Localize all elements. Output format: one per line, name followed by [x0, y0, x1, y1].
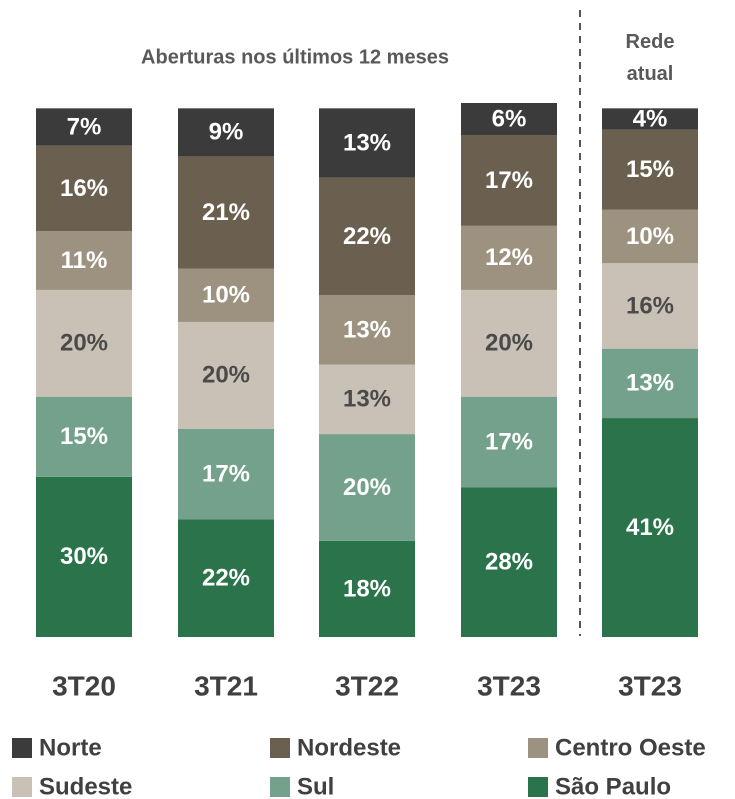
value-label: 28%: [485, 549, 533, 576]
value-label: 15%: [626, 156, 674, 183]
value-label: 10%: [626, 223, 674, 250]
value-label: 20%: [485, 330, 533, 357]
value-label: 13%: [343, 129, 391, 156]
value-label: 18%: [343, 575, 391, 602]
bar-segment: [461, 135, 557, 226]
x-tick-label: 3T22: [335, 670, 399, 701]
bar-segment: [602, 209, 698, 264]
bar-segment: [461, 103, 557, 136]
legend-swatch: [12, 738, 32, 758]
value-label: 20%: [60, 330, 108, 357]
legend-label: Sudeste: [39, 773, 132, 799]
value-label: 11%: [61, 247, 108, 274]
value-label: 4%: [633, 105, 668, 132]
group-title: Aberturas nos últimos 12 meses: [141, 46, 449, 68]
bar-segment: [319, 177, 415, 296]
bar-segment: [461, 225, 557, 290]
bar-segment: [319, 540, 415, 637]
bar-segment: [461, 289, 557, 397]
value-label: 17%: [485, 167, 533, 194]
value-label: 15%: [60, 423, 108, 450]
legend-label: Centro Oeste: [555, 734, 706, 761]
value-label: 16%: [60, 175, 108, 202]
bar-segment: [36, 396, 132, 477]
bar-segment: [602, 348, 698, 419]
bar-segment: [461, 396, 557, 488]
value-label: 7%: [67, 113, 102, 140]
value-label: 17%: [202, 460, 250, 487]
value-label: 20%: [343, 474, 391, 501]
value-label: 17%: [485, 428, 533, 455]
legend-label: Norte: [39, 734, 102, 761]
legend-swatch: [270, 777, 290, 797]
bar-segment: [36, 476, 132, 637]
legend-swatch: [528, 738, 548, 758]
bar-segment: [36, 108, 132, 146]
bar-segment: [178, 519, 274, 637]
bar-segment: [602, 263, 698, 349]
bar-segment: [319, 295, 415, 365]
bar-segment: [602, 108, 698, 130]
value-label: 22%: [202, 565, 250, 592]
bar-segment: [178, 268, 274, 322]
legend-label: Sul: [297, 773, 334, 799]
value-label: 13%: [626, 370, 674, 397]
legend-swatch: [528, 777, 548, 797]
bar-segment: [319, 364, 415, 435]
bar-segment: [461, 487, 557, 637]
value-label: 22%: [343, 223, 391, 250]
value-label: 9%: [209, 119, 244, 146]
legend-label: São Paulo: [555, 773, 671, 799]
x-tick-label: 3T23: [477, 670, 541, 701]
bar-segment: [36, 145, 132, 232]
value-label: 20%: [202, 362, 250, 389]
value-label: 12%: [485, 244, 533, 271]
value-label: 6%: [492, 105, 527, 132]
bar-segment: [178, 108, 274, 157]
x-tick-label: 3T21: [194, 670, 258, 701]
bar-segment: [602, 129, 698, 210]
bar-segment: [602, 418, 698, 637]
value-label: 13%: [343, 386, 391, 413]
bar-segment: [319, 108, 415, 178]
legend-swatch: [270, 738, 290, 758]
value-label: 21%: [202, 199, 250, 226]
x-tick-label: 3T20: [52, 670, 116, 701]
value-label: 30%: [60, 543, 108, 570]
legend-label: Nordeste: [297, 734, 401, 761]
value-label: 10%: [202, 282, 250, 309]
legend-swatch: [12, 777, 32, 797]
bar-segment: [178, 321, 274, 429]
value-label: 16%: [626, 292, 674, 319]
value-label: 13%: [343, 316, 391, 343]
bar-segment: [178, 428, 274, 520]
x-tick-label: 3T23: [618, 670, 682, 701]
bar-segment: [319, 434, 415, 541]
value-label: 41%: [626, 514, 674, 541]
bar-segment: [178, 156, 274, 269]
bar-segment: [36, 289, 132, 397]
group-title: Rede atual: [625, 31, 675, 85]
bar-segment: [36, 231, 132, 290]
